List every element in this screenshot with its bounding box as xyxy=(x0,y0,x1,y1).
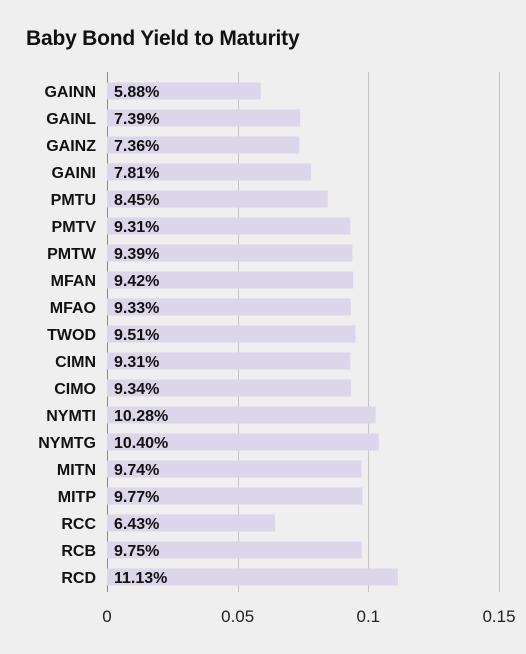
bar xyxy=(107,190,328,208)
bar xyxy=(107,406,376,424)
data-label: 9.42% xyxy=(114,273,159,290)
data-label: 10.28% xyxy=(114,408,168,425)
category-label: CIMN xyxy=(55,354,96,371)
category-label: MFAO xyxy=(50,300,96,317)
category-label: GAINN xyxy=(44,84,96,101)
bars xyxy=(107,82,398,586)
data-label: 10.40% xyxy=(114,435,168,452)
bar xyxy=(107,487,363,505)
data-label: 7.36% xyxy=(114,138,159,155)
value-labels: 5.88% 7.39% 7.36% 7.81% 8.45% 9.31% 9.39% 9.42%… xyxy=(114,84,168,587)
bar xyxy=(107,109,301,127)
data-label: 9.31% xyxy=(114,354,159,371)
category-label: GAINL xyxy=(46,111,96,128)
category-label: RCD xyxy=(61,570,96,587)
x-tick-label: 0.05 xyxy=(221,607,254,626)
category-label: NYMTI xyxy=(46,408,96,425)
category-label: RCB xyxy=(61,543,96,560)
bar xyxy=(107,271,354,289)
data-label: 9.31% xyxy=(114,219,159,236)
category-label: PMTU xyxy=(51,192,96,209)
bar xyxy=(107,217,351,235)
bar xyxy=(107,298,351,316)
bar xyxy=(107,541,362,559)
bar xyxy=(107,379,352,397)
category-label: NYMTG xyxy=(38,435,96,452)
bar xyxy=(107,352,351,370)
data-label: 9.34% xyxy=(114,381,159,398)
bar xyxy=(107,514,276,532)
x-tick-label: 0.15 xyxy=(482,607,515,626)
chart-title: Baby Bond Yield to Maturity xyxy=(26,27,300,50)
data-label: 7.39% xyxy=(114,111,159,128)
x-tick-label: 0.1 xyxy=(357,607,381,626)
category-label: PMTV xyxy=(52,219,97,236)
bar xyxy=(107,460,362,478)
category-label: PMTW xyxy=(47,246,97,263)
x-tick-label: 0 xyxy=(102,607,111,626)
category-label: MITN xyxy=(57,462,96,479)
data-label: 9.51% xyxy=(114,327,159,344)
data-label: 9.77% xyxy=(114,489,159,506)
data-label: 7.81% xyxy=(114,165,159,182)
bar xyxy=(107,82,261,100)
data-label: 9.39% xyxy=(114,246,159,263)
bar xyxy=(107,163,312,181)
category-label: GAINZ xyxy=(46,138,96,155)
data-label: 5.88% xyxy=(114,84,159,101)
bar xyxy=(107,433,379,451)
x-axis-ticks: 0 0.05 0.1 0.15 xyxy=(102,607,515,626)
category-label: MFAN xyxy=(51,273,96,290)
data-label: 6.43% xyxy=(114,516,159,533)
category-labels: GAINN GAINL GAINZ GAINI PMTU PMTV PMTW MFAN MFAO… xyxy=(38,84,97,587)
data-label: 11.13% xyxy=(114,570,167,587)
category-label: MITP xyxy=(58,489,97,506)
category-label: TWOD xyxy=(47,327,96,344)
data-label: 9.75% xyxy=(114,543,159,560)
data-label: 8.45% xyxy=(114,192,159,209)
data-label: 9.74% xyxy=(114,462,159,479)
data-label: 9.33% xyxy=(114,300,159,317)
bar xyxy=(107,568,398,586)
bar xyxy=(107,244,353,262)
category-label: GAINI xyxy=(52,165,96,182)
bar xyxy=(107,136,300,154)
category-label: RCC xyxy=(61,516,96,533)
category-label: CIMO xyxy=(54,381,96,398)
bar xyxy=(107,325,356,343)
